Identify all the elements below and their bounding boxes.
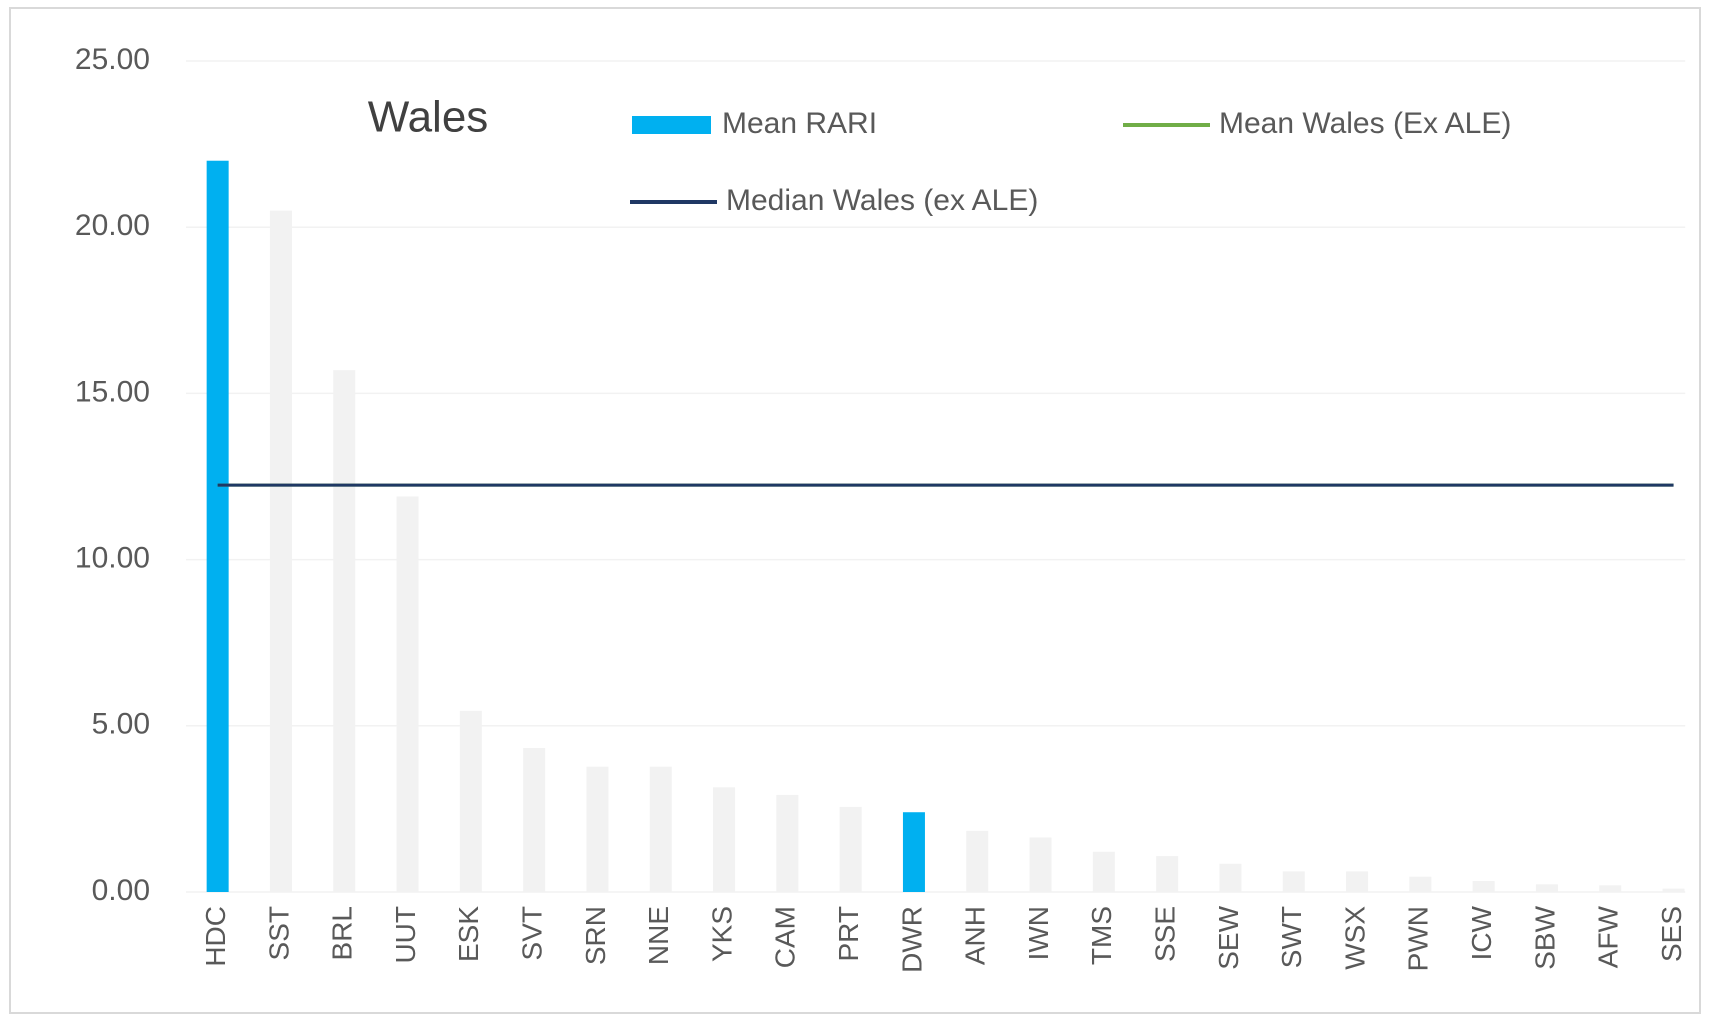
bar (1029, 837, 1052, 892)
legend-label: Mean Wales (Ex ALE) (1219, 107, 1511, 140)
x-tick-label: CAM (770, 906, 801, 968)
bar (586, 766, 609, 892)
y-tick-label: 10.00 (75, 542, 150, 575)
x-tick-label: SSE (1150, 906, 1181, 962)
bar (396, 496, 419, 892)
x-tick-label: SRN (580, 906, 611, 965)
bar (333, 370, 356, 893)
x-tick-label: ICW (1466, 905, 1497, 960)
x-tick-label: SBW (1529, 905, 1560, 969)
x-tick-label: AFW (1593, 905, 1624, 968)
bar (1535, 884, 1558, 892)
x-tick-label: HDC (200, 906, 231, 967)
x-tick-label: SST (263, 906, 294, 960)
bar (902, 812, 925, 892)
x-tick-label: PWN (1403, 906, 1434, 971)
x-tick-label: WSX (1339, 906, 1370, 970)
legend-label: Mean RARI (722, 107, 877, 140)
x-tick-label: SVT (517, 906, 548, 960)
x-tick-label: IWN (1023, 906, 1054, 960)
bar (1282, 871, 1305, 892)
y-tick-label: 15.00 (75, 375, 150, 408)
x-tick-label: TMS (1086, 906, 1117, 965)
bar (269, 210, 292, 892)
bar (1346, 871, 1369, 892)
chart-title: Wales (368, 93, 489, 142)
x-tick-label: NNE (643, 906, 674, 965)
x-tick-label: YKS (706, 906, 737, 962)
x-tick-label: SES (1656, 906, 1687, 962)
bar (1662, 888, 1685, 892)
bar (713, 787, 736, 892)
y-tick-label: 20.00 (75, 209, 150, 242)
bar (206, 160, 229, 893)
bar (1092, 851, 1115, 892)
bar (1156, 856, 1179, 892)
bar (1472, 881, 1495, 892)
x-tick-label: BRL (327, 906, 358, 960)
bar (459, 710, 482, 892)
x-tick-label: SWT (1276, 906, 1307, 968)
x-tick-label: UUT (390, 906, 421, 964)
bar (523, 748, 546, 892)
y-tick-label: 0.00 (92, 874, 150, 907)
x-tick-label: PRT (833, 906, 864, 962)
bar (839, 806, 862, 892)
x-tick-label: SEW (1213, 905, 1244, 969)
bar (776, 794, 799, 892)
bar (1219, 863, 1242, 892)
legend-swatch (632, 116, 711, 134)
legend-label: Median Wales (ex ALE) (726, 184, 1038, 217)
y-tick-label: 25.00 (75, 43, 150, 76)
x-tick-label: ANH (960, 906, 991, 965)
bar (1599, 885, 1622, 892)
y-tick-label: 5.00 (92, 708, 150, 741)
bar (966, 830, 989, 892)
bar (1409, 876, 1432, 892)
bar (649, 766, 672, 892)
x-tick-label: DWR (896, 906, 927, 973)
x-tick-label: ESK (453, 906, 484, 962)
